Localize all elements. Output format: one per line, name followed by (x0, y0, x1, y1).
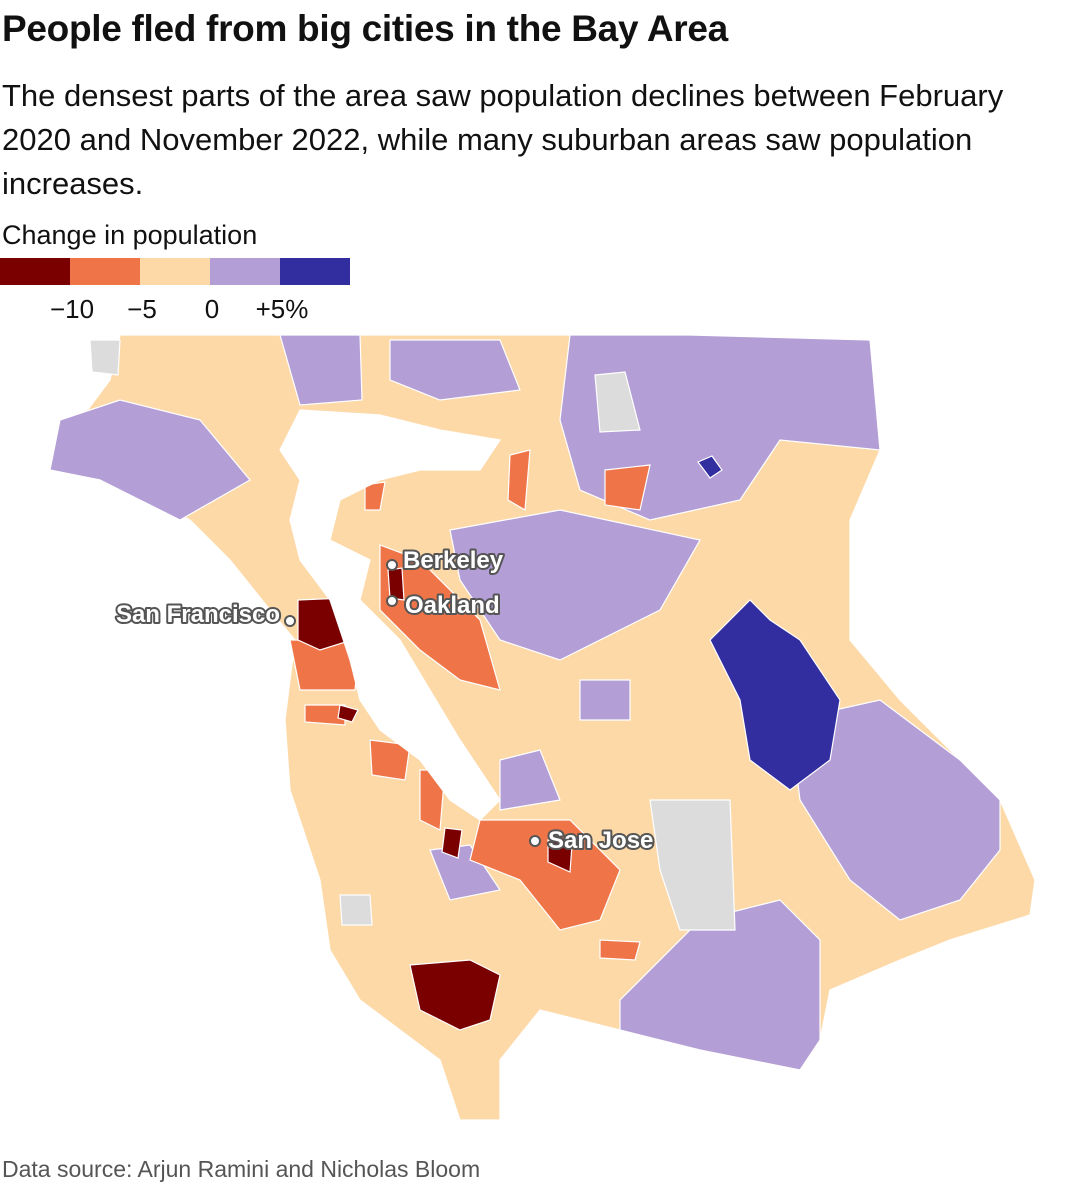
map-regions (49, 334, 1036, 1121)
legend-tick-label: −5 (127, 294, 157, 324)
region-strong-increase (697, 455, 723, 479)
title: People fled from big cities in the Bay A… (2, 8, 728, 49)
region-strong-decline (441, 827, 463, 859)
bay-water (279, 409, 502, 821)
city-dot (386, 595, 398, 607)
region-decline (379, 544, 501, 691)
region-increase (579, 679, 631, 721)
city-dot (284, 615, 296, 627)
legend-tick-label: −10 (50, 294, 94, 324)
subtitle: The densest parts of the area saw popula… (2, 78, 1004, 201)
region-decline (364, 481, 386, 511)
region-increase (449, 509, 701, 661)
region-decline (304, 704, 346, 726)
region-no-data (339, 894, 373, 926)
region-decline (369, 739, 411, 781)
legend: −10 −5 0 +5% (0, 258, 350, 324)
city-label: San Francisco (116, 601, 280, 628)
legend-swatch (0, 258, 70, 285)
region-strong-decline (337, 704, 359, 723)
legend-swatch (210, 258, 280, 285)
region-decline (604, 464, 651, 511)
region-strong-decline (547, 839, 573, 873)
region-increase (789, 699, 1001, 921)
region-increase (499, 749, 561, 811)
region-strong-decline (409, 959, 501, 1031)
region-no-data (649, 799, 736, 931)
source: Data source: Arjun Ramini and Nicholas B… (2, 1156, 481, 1182)
region-increase (279, 334, 363, 406)
city-dot (529, 835, 541, 847)
city-labels: Berkeley Oakland San Francisco San Jose (114, 545, 655, 856)
legend-swatch (280, 258, 350, 285)
legend-title: Change in population (2, 220, 258, 250)
legend-tick-label: 0 (205, 294, 219, 324)
region-no-data (594, 371, 641, 433)
city-label: San Jose (548, 827, 653, 854)
region-decline (599, 939, 641, 961)
region-no-data (89, 339, 121, 376)
region-strong-decline (387, 567, 405, 601)
legend-tick-label: +5% (256, 294, 309, 324)
region-decline (469, 819, 621, 931)
city-label: Oakland (405, 592, 500, 619)
region-increase (389, 339, 521, 401)
region-decline (507, 449, 531, 512)
city-label: Berkeley (403, 547, 504, 574)
region-increase (49, 399, 251, 521)
city-dot (386, 559, 398, 571)
legend-swatch (140, 258, 210, 285)
legend-swatch (70, 258, 140, 285)
region-strong-increase (709, 599, 841, 791)
